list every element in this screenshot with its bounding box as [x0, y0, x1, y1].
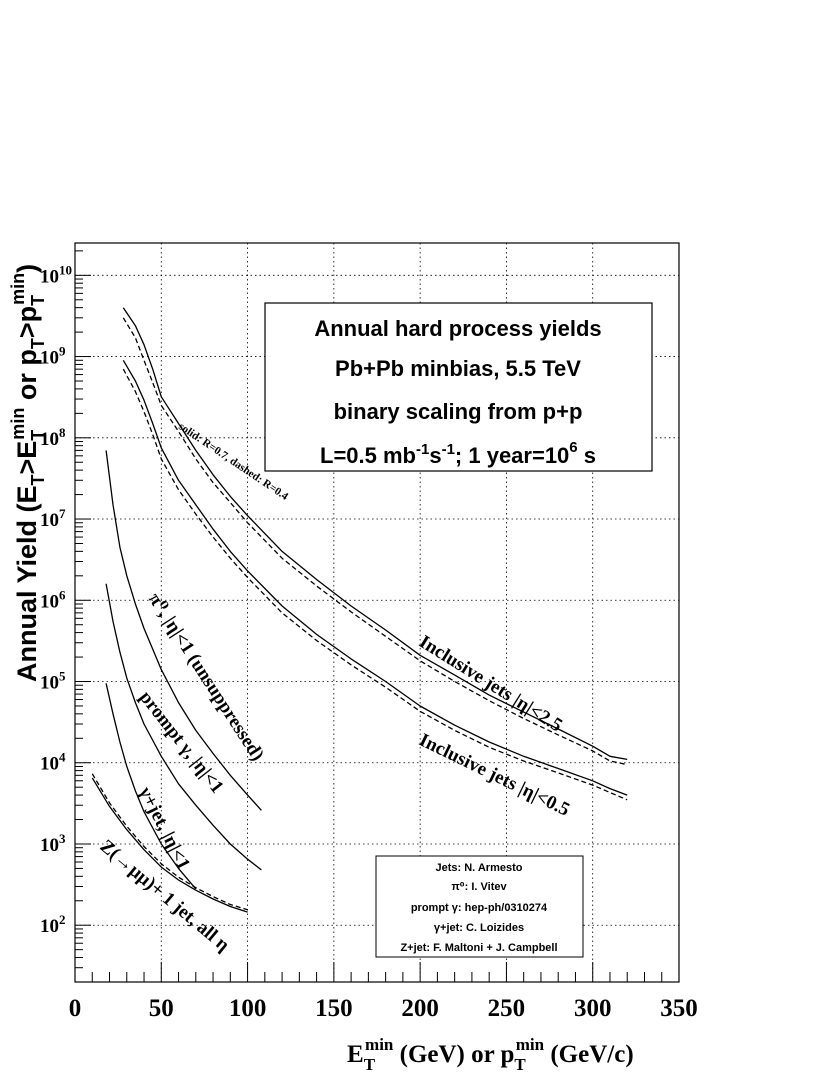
- title-line-4: L=0.5 mb-1s-1; 1 year=106 s: [320, 439, 596, 468]
- credits-box-frame: [375, 855, 584, 958]
- credit-pi0: π⁰: I. Vitev: [451, 881, 507, 893]
- y-tick-label: 104: [40, 750, 66, 775]
- series-line: [122, 317, 628, 766]
- title-line-1: Annual hard process yields: [314, 316, 601, 341]
- credit-jets: Jets: N. Armesto: [435, 862, 522, 874]
- series-line: [122, 368, 628, 801]
- title-line-3: binary scaling from p+p: [334, 399, 583, 424]
- series-line: [105, 683, 197, 890]
- x-tick-label: 100: [229, 995, 267, 1022]
- credit-prompt-gamma: prompt γ: hep-ph/0310274: [411, 902, 548, 914]
- series-line: [122, 359, 628, 796]
- data-series: [91, 307, 628, 913]
- title-box: Annual hard process yields Pb+Pb minbias…: [264, 302, 653, 472]
- x-tick-label: 50: [149, 995, 174, 1022]
- y-tick-label: 1010: [40, 262, 72, 287]
- y-tick-label: 105: [40, 669, 66, 694]
- y-tick-labels: 102 103 104 105 106 107 108 109 1010: [40, 262, 72, 937]
- y-tick-label: 103: [40, 831, 66, 856]
- series-line: [105, 583, 262, 871]
- x-tick-labels: 0 50 100 150 200 250 300 350: [69, 995, 698, 1022]
- x-tick-label: 150: [315, 995, 353, 1022]
- title-line-2: Pb+Pb minbias, 5.5 TeV: [335, 356, 581, 381]
- y-tick-label: 108: [40, 425, 66, 450]
- y-tick-label: 107: [40, 506, 66, 531]
- y-tick-label: 109: [40, 344, 66, 369]
- series-line: [91, 773, 248, 911]
- credit-z-jet: Z+jet: F. Maltoni + J. Campbell: [400, 942, 557, 954]
- credits-box: Jets: N. Armesto π⁰: I. Vitev prompt γ: …: [375, 855, 584, 958]
- x-tick-label: 300: [574, 995, 612, 1022]
- y-axis-label: Annual Yield (ET>ETmin or pT>pTmin): [8, 264, 48, 682]
- series-line: [91, 777, 248, 913]
- title-box-frame: [264, 302, 653, 472]
- series-line: [122, 307, 628, 761]
- x-axis-label: ETmin (GeV) or pTmin (GeV/c): [347, 1035, 634, 1074]
- y-tick-label: 102: [40, 912, 66, 937]
- x-tick-label: 0: [69, 995, 82, 1022]
- credit-gamma-jet: γ+jet: C. Loizides: [434, 922, 524, 934]
- series-line: [105, 450, 262, 811]
- axis-ticks: [74, 250, 680, 982]
- x-tick-label: 350: [660, 995, 698, 1022]
- x-tick-label: 250: [488, 995, 526, 1022]
- y-tick-label: 106: [40, 587, 66, 612]
- x-tick-label: 200: [401, 995, 439, 1022]
